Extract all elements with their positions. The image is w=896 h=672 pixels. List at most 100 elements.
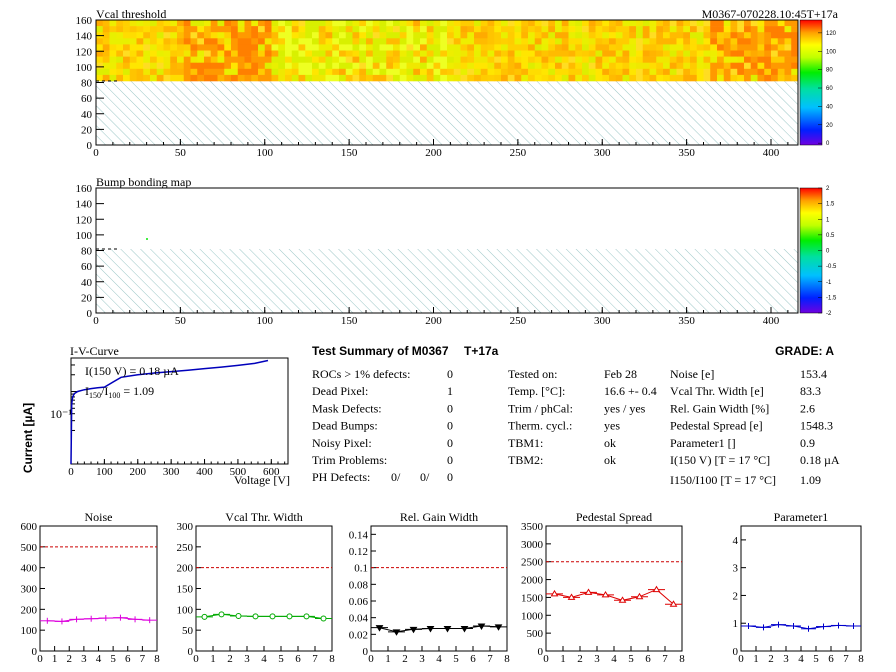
- heat-cell: [480, 26, 488, 33]
- heat-cell: [501, 44, 509, 51]
- heat-cell: [501, 32, 509, 39]
- heat-cell: [426, 62, 434, 70]
- heat-cell: [453, 44, 461, 51]
- heat-cell: [197, 20, 205, 27]
- heat-cell: [210, 68, 218, 76]
- heat-cell: [163, 62, 171, 70]
- y-tick-label: 120: [76, 46, 93, 58]
- heat-cell: [615, 32, 623, 39]
- x-tick-label: 4: [96, 653, 102, 665]
- heat-cell: [750, 26, 758, 33]
- heat-cell: [615, 26, 623, 33]
- heat-cell: [393, 32, 401, 39]
- heat-cell: [514, 20, 522, 27]
- heat-cell: [372, 38, 380, 45]
- heat-cell: [406, 56, 414, 63]
- heat-cell: [656, 20, 664, 27]
- test-label: TBM1:: [508, 436, 543, 450]
- heat-cell: [116, 74, 124, 82]
- heat-cell: [791, 74, 799, 82]
- heat-cell: [771, 32, 779, 39]
- heat-cell: [588, 20, 596, 27]
- data-point: [303, 613, 310, 620]
- heat-cell: [507, 20, 515, 27]
- heat-cell: [183, 26, 191, 33]
- heat-cell: [642, 62, 650, 70]
- colorbar-tick-label: 120: [826, 31, 837, 37]
- heat-cell: [285, 74, 293, 82]
- heat-cell: [528, 26, 536, 33]
- heat-cell: [285, 32, 293, 39]
- heat-cell: [676, 32, 684, 39]
- heat-cell: [264, 74, 272, 82]
- heat-cell: [609, 26, 617, 33]
- heat-cell: [224, 44, 232, 51]
- heat-cell: [717, 68, 725, 76]
- heat-cell: [467, 50, 475, 57]
- heat-cell: [771, 26, 779, 33]
- heat-cell: [582, 68, 590, 76]
- heat-cell: [116, 26, 124, 33]
- heat-cell: [177, 44, 185, 51]
- heat-cell: [460, 20, 468, 27]
- x-tick-label: 100: [257, 315, 274, 327]
- heat-cell: [609, 44, 617, 51]
- heat-cell: [244, 68, 252, 76]
- heat-cell: [494, 38, 502, 45]
- x-tick-label: 0: [368, 653, 374, 665]
- heat-cell: [730, 26, 738, 33]
- heat-cell: [352, 38, 360, 45]
- heat-cell: [521, 74, 529, 82]
- heat-cell: [129, 68, 137, 76]
- heat-cell: [629, 74, 637, 82]
- heat-cell: [258, 44, 266, 51]
- heat-cell: [460, 50, 468, 57]
- heat-cell: [426, 68, 434, 76]
- heat-cell: [764, 74, 772, 82]
- param-label: Vcal Thr. Width [e]: [670, 384, 764, 398]
- heat-cell: [555, 74, 563, 82]
- heat-cell: [379, 32, 387, 39]
- heat-cell: [507, 32, 515, 39]
- heat-cell: [379, 50, 387, 57]
- heat-cell: [649, 56, 657, 63]
- heat-cell: [521, 62, 529, 70]
- heat-cell: [197, 56, 205, 63]
- heat-cell: [264, 44, 272, 51]
- heat-cell: [366, 50, 374, 57]
- heat-cell: [440, 62, 448, 70]
- heat-cell: [420, 74, 428, 82]
- x-tick-label: 350: [678, 315, 695, 327]
- heat-cell: [710, 20, 718, 27]
- heat-cell: [298, 32, 306, 39]
- heat-cell: [771, 20, 779, 27]
- param-value: 0.9: [800, 436, 815, 450]
- heat-cell: [568, 44, 576, 51]
- heat-cell: [487, 50, 495, 57]
- heat-cell: [426, 20, 434, 27]
- heat-cell: [467, 32, 475, 39]
- heat-cell: [568, 62, 576, 70]
- heat-cell: [514, 32, 522, 39]
- heat-cell: [447, 74, 455, 82]
- heat-cell: [136, 62, 144, 70]
- heat-cell: [703, 56, 711, 63]
- data-point: [320, 615, 327, 622]
- heat-cell: [703, 44, 711, 51]
- heat-cell: [453, 38, 461, 45]
- heat-cell: [487, 32, 495, 39]
- heat-cell: [622, 74, 630, 82]
- heat-cell: [676, 38, 684, 45]
- heat-cell: [703, 68, 711, 76]
- heat-cell: [642, 50, 650, 57]
- defect-value: 0: [447, 367, 453, 381]
- heat-cell: [352, 68, 360, 76]
- x-tick-label: 0: [93, 147, 99, 159]
- heat-cell: [231, 20, 239, 27]
- y-tick-label: 0.12: [349, 546, 368, 558]
- test-value: yes: [604, 419, 620, 433]
- heat-cell: [285, 38, 293, 45]
- heat-cell: [528, 20, 536, 27]
- heat-cell: [534, 62, 542, 70]
- heat-cell: [683, 26, 691, 33]
